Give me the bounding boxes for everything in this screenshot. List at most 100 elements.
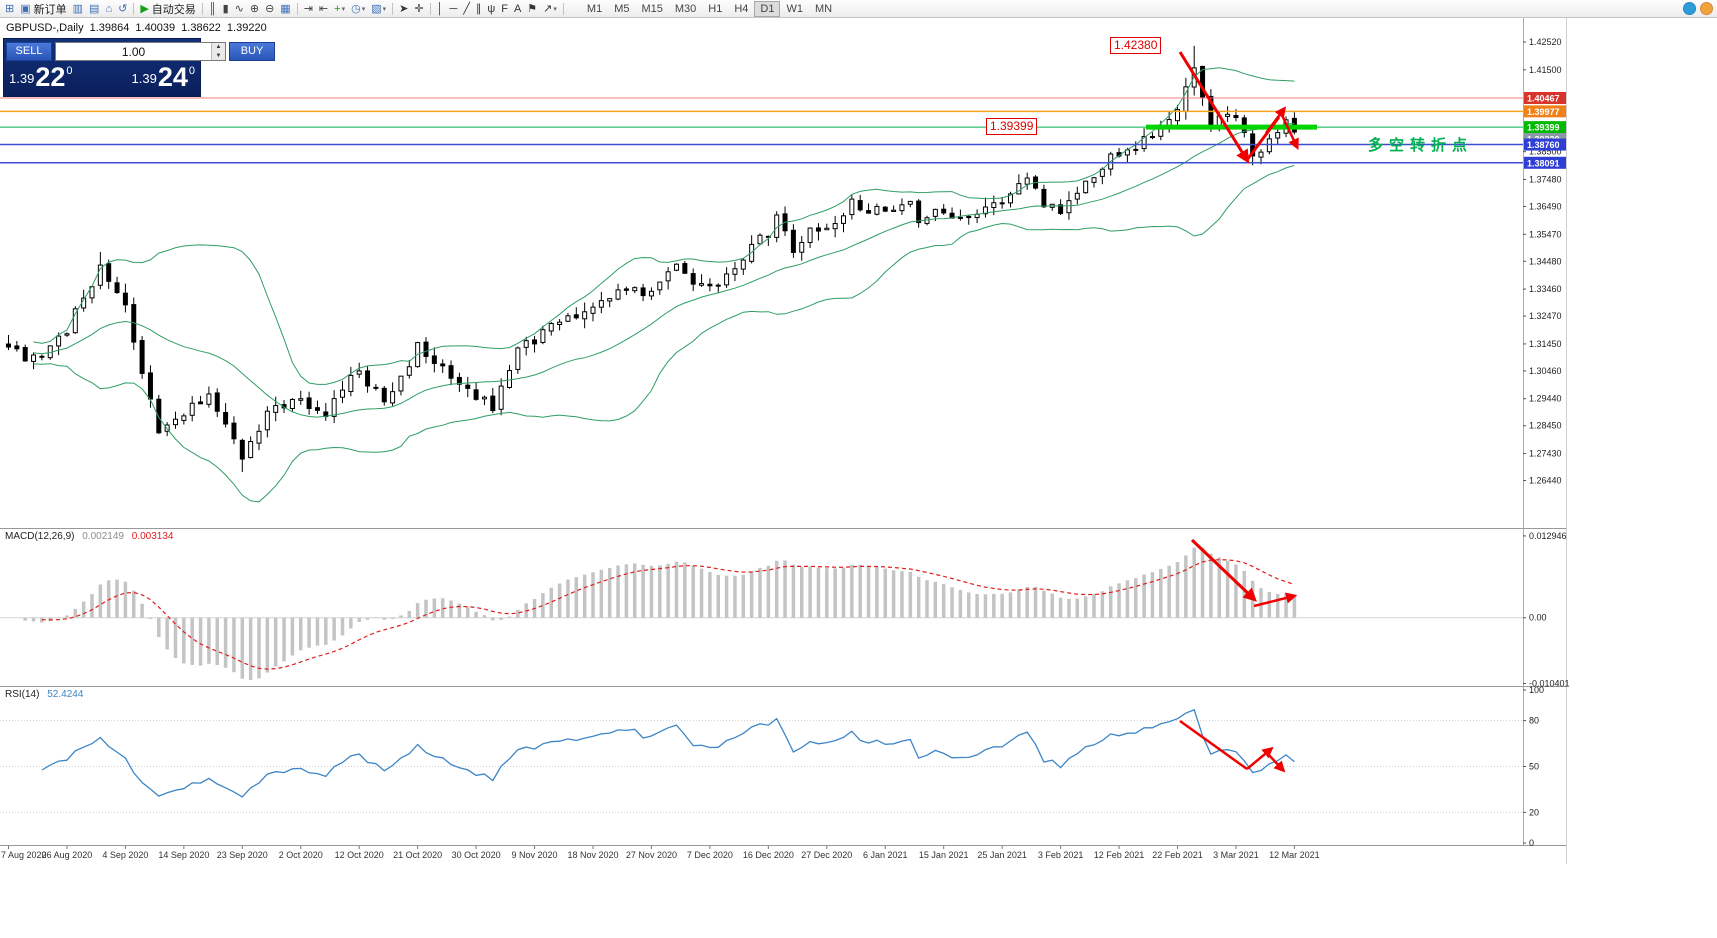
buy-price: 1.39 24 0: [131, 64, 195, 91]
rsi-trend-arrows: [1179, 719, 1286, 773]
text-icon[interactable]: A: [511, 1, 524, 17]
add-indicator-icon[interactable]: + ▾: [331, 1, 348, 17]
svg-text:26 Aug 2020: 26 Aug 2020: [42, 850, 93, 860]
svg-text:7 Aug 2020: 7 Aug 2020: [1, 850, 47, 860]
volume-input-wrap: ▲ ▼: [55, 42, 226, 61]
timeframe-h1-button[interactable]: H1: [708, 2, 723, 15]
rsi-name: RSI(14): [5, 689, 40, 700]
timeframe-m5-button[interactable]: M5: [614, 2, 630, 15]
crosshair-icon: ✛: [414, 2, 424, 15]
toolbar-separator: [562, 2, 564, 15]
svg-text:16 Dec 2020: 16 Dec 2020: [743, 850, 794, 860]
autotrading-button-label: 自动交易: [151, 3, 196, 16]
svg-text:1.37480: 1.37480: [1529, 174, 1562, 184]
timeframe-mn-button[interactable]: MN: [814, 2, 833, 15]
community-icon[interactable]: [1700, 2, 1713, 15]
line-chart-icon[interactable]: ∿: [232, 1, 247, 17]
svg-text:12 Feb 2021: 12 Feb 2021: [1094, 850, 1145, 860]
timeframe-m1-button[interactable]: M1: [586, 2, 603, 15]
svg-text:1.31450: 1.31450: [1529, 339, 1562, 349]
vertical-line-icon[interactable]: │: [434, 1, 447, 17]
dropdown-caret-icon[interactable]: ▾: [341, 5, 346, 13]
timeframe-d1-button[interactable]: D1: [754, 0, 781, 17]
timeframe-m15-button[interactable]: M15: [641, 2, 663, 15]
autotrading-button[interactable]: ▶ 自动交易: [137, 1, 198, 17]
fibonacci-icon: F: [501, 2, 508, 15]
buy-price-base: 1.39: [131, 71, 157, 86]
svg-text:100: 100: [1529, 685, 1544, 695]
period-icon[interactable]: ◷ ▾: [348, 1, 368, 17]
svg-text:27 Dec 2020: 27 Dec 2020: [801, 850, 852, 860]
fibonacci-icon[interactable]: F: [498, 1, 511, 17]
dropdown-caret-icon[interactable]: ▾: [553, 5, 557, 13]
chart-window-icon[interactable]: ⊞: [2, 1, 17, 17]
macd-axis: 0.012946 0.00 -0.010401: [1523, 531, 1570, 688]
svg-text:18 Nov 2020: 18 Nov 2020: [567, 850, 618, 860]
macd-histogram-layer: [23, 547, 1297, 680]
volume-input[interactable]: [56, 43, 211, 60]
svg-text:1.41500: 1.41500: [1529, 65, 1562, 75]
sell-price-sup: 0: [66, 65, 73, 77]
buy-button[interactable]: BUY: [229, 42, 275, 61]
channel-icon: ∥: [475, 2, 482, 15]
svg-text:30 Oct 2020: 30 Oct 2020: [452, 850, 501, 860]
pitchfork-icon[interactable]: ψ: [484, 1, 498, 17]
horizontal-line-icon[interactable]: ─: [446, 1, 460, 17]
strategy-tester-icon[interactable]: ↺: [115, 1, 130, 17]
zoom-out-icon[interactable]: ⊖: [262, 1, 277, 17]
navigator-icon[interactable]: ⌂: [102, 1, 115, 17]
data-window-icon[interactable]: ▤: [86, 1, 102, 17]
volume-up-button[interactable]: ▲: [212, 43, 225, 52]
tile-windows-icon[interactable]: ▦: [277, 1, 293, 17]
zoom-in-icon: ⊕: [249, 2, 260, 15]
svg-text:12 Oct 2020: 12 Oct 2020: [335, 850, 384, 860]
rsi-indicator-label: RSI(14) 52.4244: [5, 689, 88, 700]
timeframe-h4-button[interactable]: H4: [734, 2, 749, 15]
dropdown-caret-icon[interactable]: ▾: [361, 5, 366, 13]
cursor-icon[interactable]: ➤: [396, 1, 411, 17]
bar-chart-icon: ║: [208, 2, 217, 15]
new-order-button[interactable]: ▣ 新订单: [17, 1, 69, 17]
macd-panel: [0, 547, 1523, 680]
chart-shift-icon[interactable]: ⇤: [316, 1, 331, 17]
zoom-in-icon[interactable]: ⊕: [247, 1, 262, 17]
trendline-icon[interactable]: ╱: [460, 1, 473, 17]
sell-button[interactable]: SELL: [6, 42, 52, 61]
arrows-icon[interactable]: ↗ ▾: [540, 1, 560, 17]
rsi-panel: [0, 720, 1523, 813]
template-icon: ▧: [371, 2, 382, 15]
bar-chart-icon[interactable]: ║: [206, 1, 220, 17]
auto-scroll-icon[interactable]: ⇥: [301, 1, 316, 17]
svg-text:27 Nov 2020: 27 Nov 2020: [626, 850, 677, 860]
svg-text:25 Jan 2021: 25 Jan 2021: [977, 850, 1027, 860]
timeframe-m30-button[interactable]: M30: [674, 2, 697, 15]
price-axis: 1.42520 1.41500 1.38500 1.37480 1.36490 1.354…: [1523, 37, 1562, 486]
dropdown-caret-icon[interactable]: ▾: [382, 5, 387, 13]
one-click-trading-widget: SELL ▲ ▼ BUY 1.39 22 0 1.39 24 0: [3, 38, 275, 97]
svg-text:1.39977: 1.39977: [1527, 107, 1560, 117]
label-icon[interactable]: ⚑: [524, 1, 540, 17]
line-chart-icon: ∿: [234, 2, 244, 15]
crosshair-icon[interactable]: ✛: [411, 1, 426, 17]
candlestick-chart-icon[interactable]: ▮: [220, 1, 232, 17]
arrows-icon: ↗: [543, 2, 553, 15]
chat-icon[interactable]: [1683, 2, 1696, 15]
volume-down-button[interactable]: ▼: [212, 51, 225, 60]
svg-text:1.38760: 1.38760: [1527, 140, 1560, 150]
svg-text:22 Feb 2021: 22 Feb 2021: [1152, 850, 1203, 860]
market-watch-icon[interactable]: ▥: [70, 1, 86, 17]
channel-icon[interactable]: ∥: [473, 1, 485, 17]
timeframe-w1-button[interactable]: W1: [786, 2, 803, 15]
sell-price-big: 22: [35, 62, 66, 92]
main-toolbar: ⊞ ▣ 新订单 ▥ ▤ ⌂ ↺ ▶ 自动交易 ║ ▮ ∿ ⊕ ⊖ ▦ ⇥ ⇤ + ▾ ◷ ▾ ▧ ▾ ➤ ✛ │ ─ ╱ ∥ ψ F A ⚑ ↗ ▾…: [0, 0, 1717, 18]
svg-text:0.012946: 0.012946: [1529, 531, 1567, 541]
text-icon: A: [513, 2, 522, 15]
strategy-tester-icon: ↺: [118, 2, 128, 15]
volume-stepper: ▲ ▼: [211, 43, 225, 60]
rsi-value: 52.4244: [47, 689, 84, 700]
cursor-icon: ➤: [399, 2, 409, 15]
template-icon[interactable]: ▧ ▾: [368, 1, 389, 17]
macd-indicator-label: MACD(12,26,9) 0.002149 0.003134: [5, 531, 178, 542]
